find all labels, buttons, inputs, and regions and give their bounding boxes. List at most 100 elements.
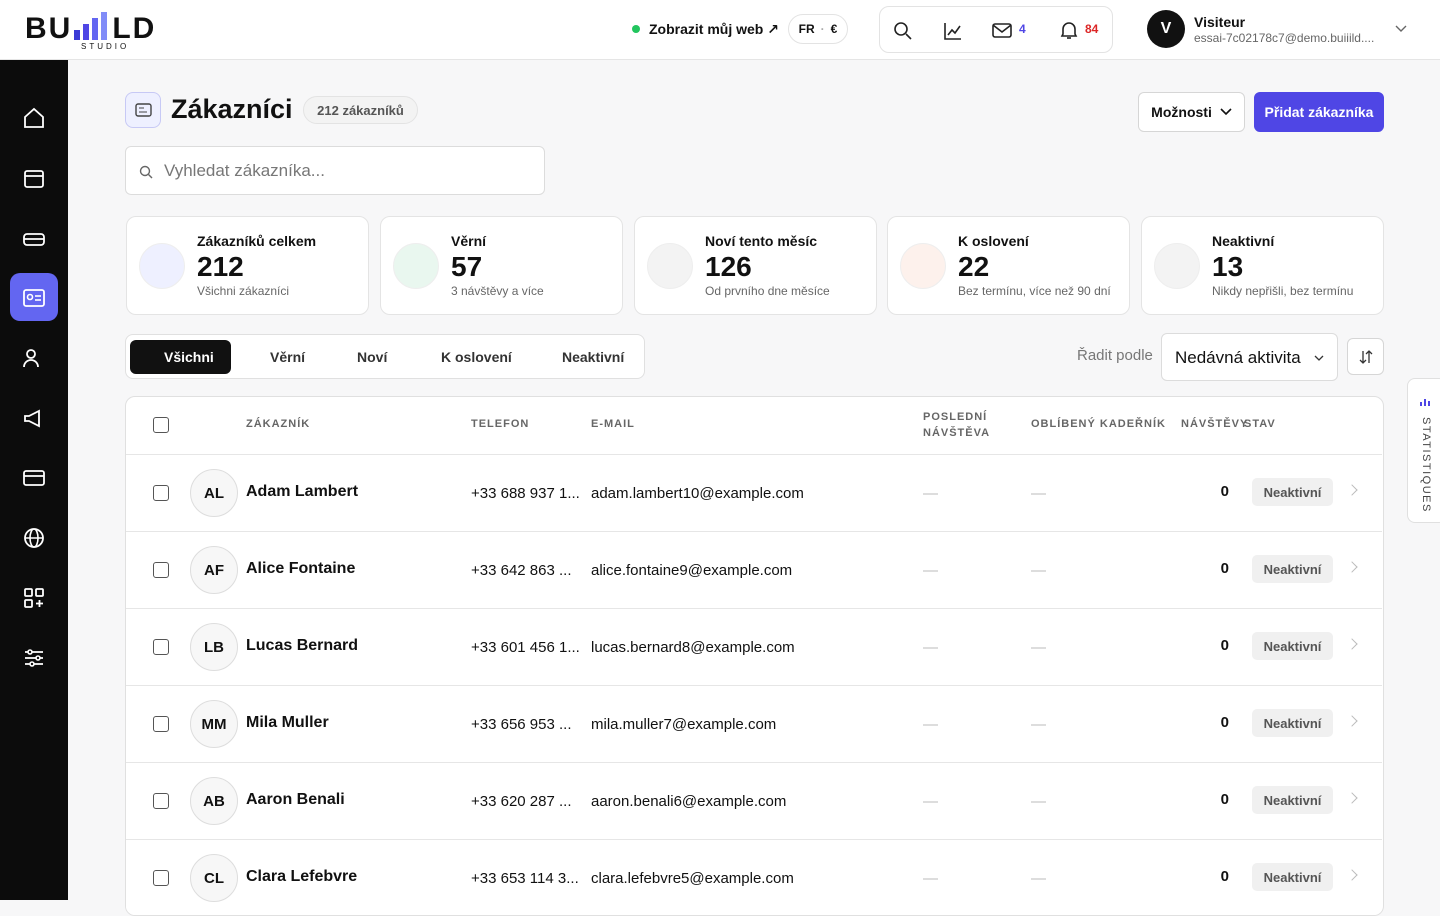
sidebar — [0, 60, 68, 900]
side-tab-label: STATISTIQUES — [1420, 417, 1432, 513]
nav-home[interactable] — [22, 106, 46, 130]
nav-customers[interactable] — [22, 286, 46, 310]
visits: 0 — [1220, 560, 1229, 577]
stat-sub: 3 návštěvy a více — [451, 284, 544, 298]
view-site-link[interactable]: Zobrazit můj web ↗ — [649, 21, 779, 37]
stat-icon — [1154, 243, 1200, 289]
customer-table: ZÁKAZNÍK TELEFON E-MAIL POSLEDNÍ NÁVŠTĚVA OB… — [125, 396, 1384, 916]
user-avatar[interactable]: V — [1147, 10, 1185, 48]
row-checkbox[interactable] — [153, 485, 169, 501]
customer-name: Clara Lefebvre — [246, 867, 358, 885]
mail-icon[interactable] — [992, 22, 1012, 40]
visits: 0 — [1220, 637, 1229, 654]
user-name: Visiteur — [1194, 14, 1246, 30]
avatar: CL — [190, 854, 238, 902]
customer-name: Lucas Bernard — [246, 636, 359, 654]
row-chevron[interactable] — [1346, 561, 1358, 573]
row-chevron[interactable] — [1346, 484, 1358, 496]
nav-apps[interactable] — [22, 586, 46, 610]
nav-services[interactable] — [22, 226, 46, 250]
nav-payments[interactable] — [22, 466, 46, 490]
nav-calendar[interactable] — [22, 166, 46, 190]
favorite-stylist: — — [1031, 716, 1046, 733]
stat-card: Věrní 57 3 návštěvy a více — [380, 216, 623, 315]
filter-tab[interactable]: Noví — [357, 349, 388, 365]
avatar: LB — [190, 623, 238, 671]
nav-team[interactable] — [22, 346, 46, 370]
toolbar: 4 84 — [879, 6, 1113, 53]
row-checkbox[interactable] — [153, 716, 169, 732]
visits: 0 — [1220, 791, 1229, 808]
row-checkbox[interactable] — [153, 870, 169, 886]
row-checkbox[interactable] — [153, 793, 169, 809]
row-chevron[interactable] — [1346, 869, 1358, 881]
stat-label: Noví tento měsíc — [705, 233, 818, 249]
search-box[interactable]: Vyhledat zákazníka... — [125, 146, 545, 195]
row-chevron[interactable] — [1346, 715, 1358, 727]
locale-switch[interactable]: FR · € — [788, 14, 848, 44]
favorite-stylist: — — [1031, 793, 1046, 810]
count-badge: 212 zákazníků — [303, 96, 418, 124]
status-badge: Neaktivní — [1252, 786, 1333, 814]
nav-marketing[interactable] — [22, 406, 46, 430]
column-header: POSLEDNÍ NÁVŠTĚVA — [923, 411, 991, 439]
table-row[interactable]: LB Lucas Bernard +33 601 456 1... lucas.ber… — [126, 608, 1382, 685]
select-all-checkbox[interactable] — [153, 417, 169, 433]
filter-tab[interactable]: K oslovení — [441, 349, 512, 365]
customer-name: Aaron Benali — [246, 790, 345, 808]
column-header: TELEFON — [471, 418, 530, 430]
phone: +33 620 287 ... — [471, 793, 572, 810]
column-header: STAV — [1244, 418, 1276, 430]
table-row[interactable]: AB Aaron Benali +33 620 287 ... aaron.benal… — [126, 762, 1382, 839]
stat-card: Zákazníků celkem 212 Všichni zákazníci — [126, 216, 369, 315]
stat-value: 126 — [705, 251, 752, 282]
table-row[interactable]: CL Clara Lefebvre +33 653 114 3... clara.le… — [126, 839, 1382, 915]
avatar: AF — [190, 546, 238, 594]
avatar: AL — [190, 469, 238, 517]
table-row[interactable]: AF Alice Fontaine +33 642 863 ... alice.fon… — [126, 531, 1382, 608]
filter-tab[interactable]: Všichni — [130, 340, 231, 374]
row-chevron[interactable] — [1346, 792, 1358, 804]
search-placeholder: Vyhledat zákazníka... — [164, 161, 325, 180]
table-row[interactable]: AL Adam Lambert +33 688 937 1... adam.lambe… — [126, 454, 1382, 531]
stat-icon — [393, 243, 439, 289]
nav-settings[interactable] — [22, 646, 46, 670]
nav-website[interactable] — [22, 526, 46, 550]
user-menu-chevron[interactable] — [1395, 25, 1407, 33]
phone: +33 653 114 3... — [471, 870, 579, 887]
last-visit: — — [923, 793, 938, 810]
visits: 0 — [1220, 483, 1229, 500]
row-checkbox[interactable] — [153, 639, 169, 655]
stat-label: K oslovení — [958, 233, 1029, 249]
email: lucas.bernard8@example.com — [591, 639, 795, 656]
stat-sub: Od prvního dne měsíce — [705, 284, 830, 298]
options-label: Možnosti — [1151, 104, 1212, 120]
column-header: NÁVŠTĚVY — [1181, 418, 1249, 430]
row-checkbox[interactable] — [153, 562, 169, 578]
row-chevron[interactable] — [1346, 638, 1358, 650]
options-button[interactable]: Možnosti — [1138, 92, 1245, 132]
email: mila.muller7@example.com — [591, 716, 777, 733]
sort-select[interactable]: Nedávná aktivita — [1161, 333, 1338, 381]
search-icon[interactable] — [893, 21, 913, 41]
stat-icon — [900, 243, 946, 289]
filter-tab[interactable]: Věrní — [270, 349, 306, 365]
statistics-side-tab[interactable]: STATISTIQUES — [1407, 378, 1440, 523]
stat-sub: Nikdy nepřišli, bez termínu — [1212, 284, 1354, 298]
bell-icon[interactable] — [1059, 20, 1079, 40]
avatar: MM — [190, 700, 238, 748]
stat-sub: Všichni zákazníci — [197, 284, 290, 298]
customer-name: Alice Fontaine — [246, 559, 356, 577]
add-customer-button[interactable]: Přidat zákazníka — [1254, 92, 1384, 132]
status-dot — [632, 25, 640, 33]
favorite-stylist: — — [1031, 485, 1046, 502]
sort-direction-button[interactable] — [1347, 338, 1384, 375]
stats-icon[interactable] — [943, 21, 963, 41]
logo[interactable]: BU LD STUDIO — [25, 12, 156, 51]
filter-tab[interactable]: Neaktivní — [562, 349, 625, 365]
visits: 0 — [1220, 868, 1229, 885]
filter-tabs: Všichni Věrní Noví K oslovení Neaktivní — [125, 334, 645, 379]
currency: € — [830, 22, 838, 36]
table-row[interactable]: MM Mila Muller +33 656 953 ... mila.muller7… — [126, 685, 1382, 762]
